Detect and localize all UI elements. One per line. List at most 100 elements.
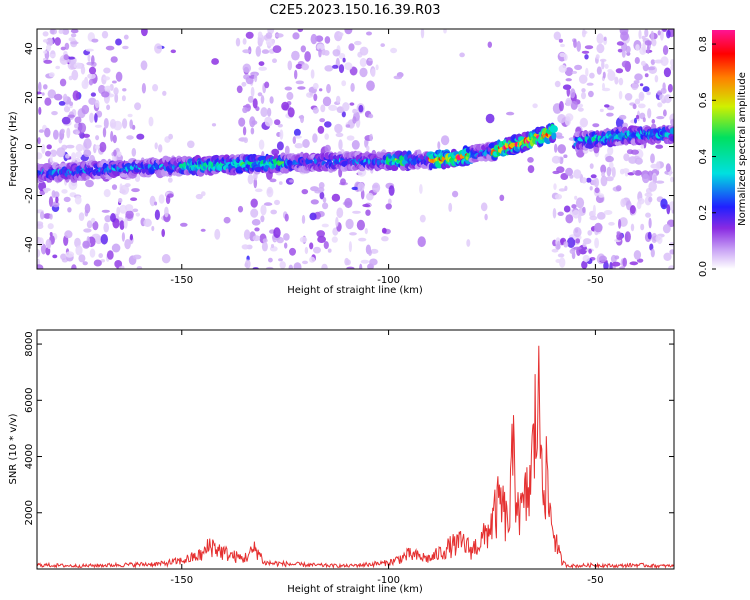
colorbar-label: Normalized spectral amplitude [737,72,748,226]
heatmap-cell [616,231,621,235]
heatmap-cell [293,262,302,269]
heatmap-cell [292,136,296,145]
heatmap-cell [595,54,600,60]
heatmap-cell [254,73,258,83]
heatmap-cell [65,153,70,159]
heatmap-cell [581,177,587,184]
heatmap-cell [655,144,664,149]
heatmap-cell [670,176,674,183]
heatmap-cell [582,206,586,214]
heatmap-cell [98,253,103,259]
heatmap-cell [87,220,92,226]
heatmap-cell [102,127,107,138]
heatmap-cell [345,218,354,230]
heatmap-cell [574,64,583,71]
heatmap-cell [105,45,115,51]
heatmap-cell [594,187,600,194]
heatmap-cell [317,235,326,243]
heatmap-cell [607,70,616,81]
heatmap-cell [252,235,261,242]
heatmap-cell [49,154,53,163]
heatmap-cell [56,147,66,158]
heatmap-cell [143,218,152,227]
heatmap-cell [632,103,637,110]
heatmap-cell [49,53,56,58]
heatmap-cell [115,38,122,46]
heatmap-cell [554,193,563,200]
heatmap-cell [104,85,112,92]
heatmap-cell [563,241,569,248]
heatmap-cell [104,215,112,223]
heatmap-cell [88,66,97,75]
heatmap-cell [619,266,625,269]
heatmap-cell [417,236,426,248]
heatmap-cell [106,104,111,111]
heatmap-cell [55,196,59,203]
heatmap-cell [573,227,582,238]
heatmap-cell [168,133,174,140]
heatmap-cell [459,52,465,58]
heatmap-cell [349,66,358,76]
heatmap-cell [349,102,355,106]
heatmap-cell [148,116,154,127]
heatmap-cell [250,86,255,98]
heatmap-cell [618,114,627,120]
heatmap-cell [89,248,96,258]
heatmap-cell [274,199,280,206]
heatmap-cell [49,29,57,35]
heatmap-cell [362,203,371,208]
heatmap-cell [622,257,627,267]
heatmap-cell [134,102,142,111]
heatmap-cell [657,30,661,36]
heatmap-cell [74,195,82,205]
heatmap-y-ticks: -40 -20 0 20 40 [24,42,674,253]
heatmap-cell [594,237,599,249]
heatmap-cell [532,103,538,109]
heatmap-cell [272,45,282,53]
heatmap-ridge-cell [85,175,90,180]
heatmap-cell [89,112,94,124]
heatmap-cell [366,31,372,36]
heatmap-cell [309,256,316,263]
heatmap-cell [83,138,92,150]
heatmap-cell [87,54,91,62]
heatmap-cell [388,185,395,196]
heatmap-cell [370,248,379,254]
snr-x-label: Height of straight line (km) [287,584,423,595]
heatmap-cell [284,242,288,249]
heatmap-cell [565,167,573,176]
heatmap-cell [306,92,314,98]
heatmap-cell [141,29,148,37]
heatmap-cell [130,197,138,201]
heatmap-cell [596,66,602,75]
heatmap-cell [82,133,90,138]
heatmap-cell [644,73,649,78]
heatmap-cell [64,230,73,239]
heatmap-cell [338,32,344,37]
heatmap-cell [614,76,619,85]
heatmap-cell [187,140,195,149]
heatmap-cell [269,96,274,104]
heatmap-cell [73,62,83,69]
heatmap-cell [254,227,260,232]
heatmap-cell [42,39,49,43]
heatmap-cell [120,184,130,195]
heatmap-cell [356,219,365,231]
heatmap-cell [323,241,329,250]
heatmap-cell [237,205,244,213]
heatmap-cell [582,242,587,248]
heatmap-cell [557,211,564,216]
heatmap-cell [556,240,561,250]
heatmap-cell [313,93,318,102]
heatmap-cell [121,95,126,102]
heatmap-cell [43,59,53,64]
heatmap-cell [621,60,630,68]
heatmap-cell [558,64,567,73]
heatmap-cell [352,210,361,214]
heatmap-cell [74,123,79,129]
heatmap-cell [556,166,565,174]
heatmap-cell [70,33,77,38]
heatmap-cell [151,225,155,232]
heatmap-cell [276,141,284,151]
heatmap-cell [78,254,86,263]
